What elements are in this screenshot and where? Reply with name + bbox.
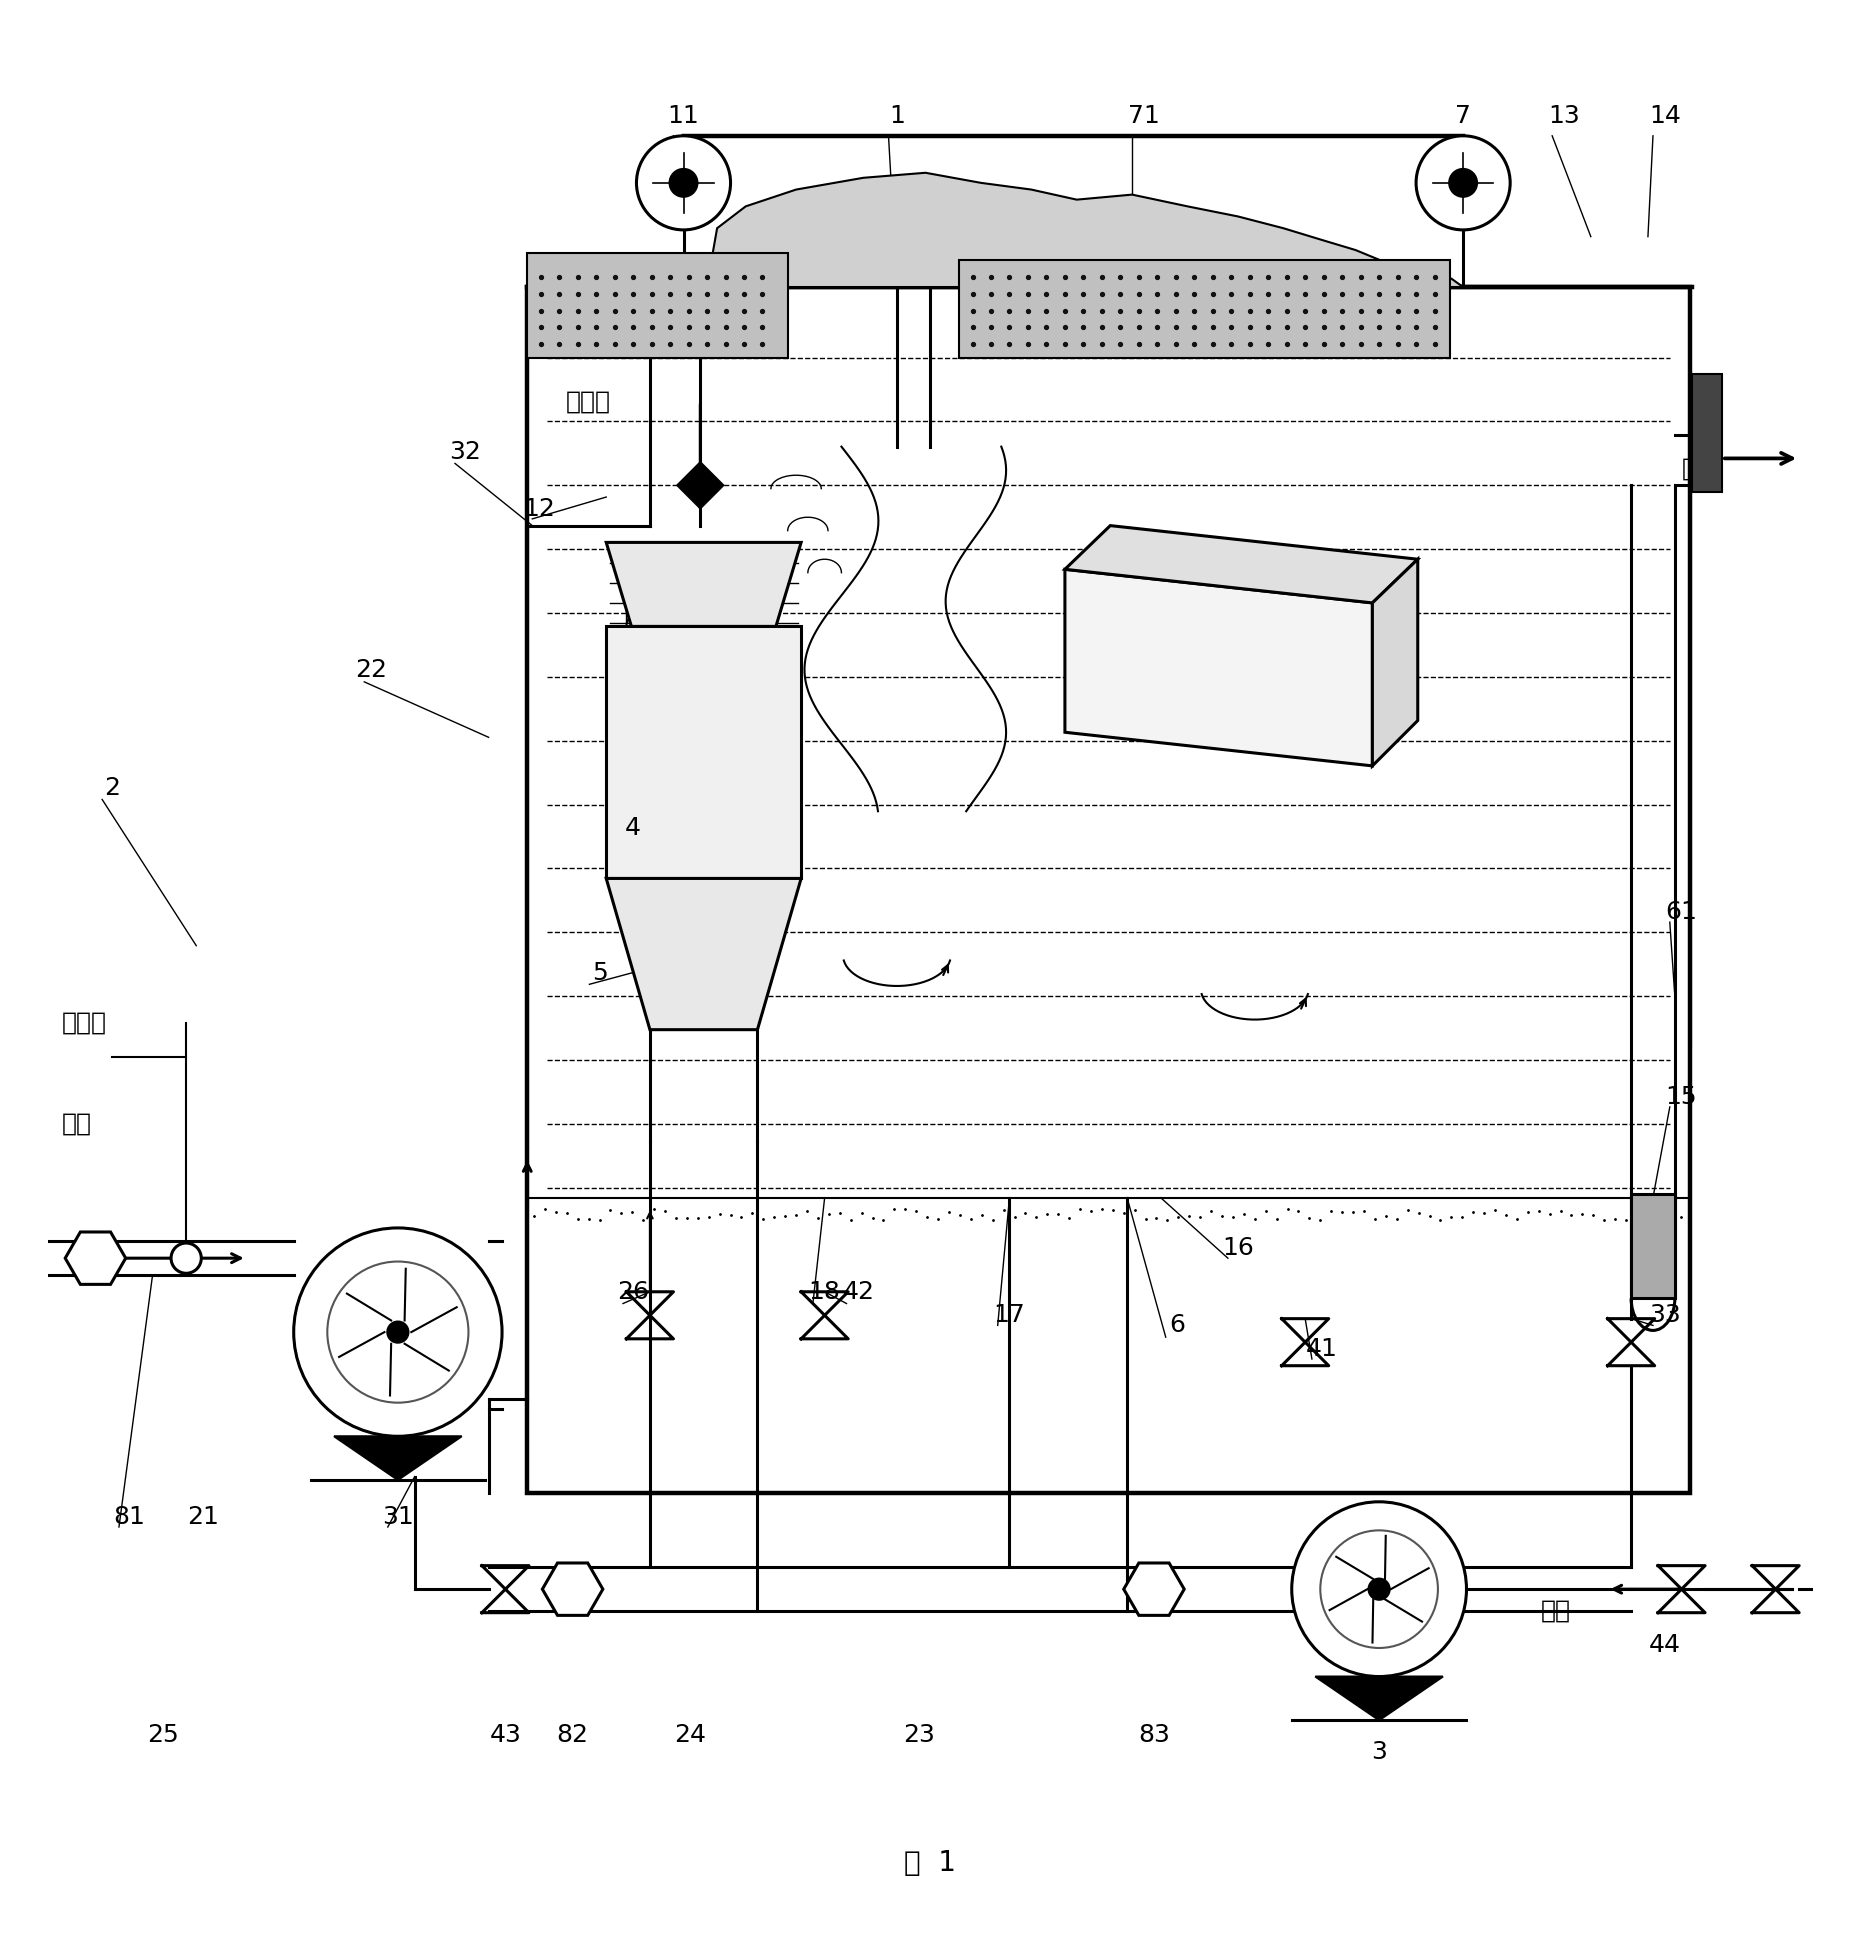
Polygon shape: [1124, 1563, 1184, 1616]
Polygon shape: [677, 462, 724, 509]
Text: 44: 44: [1649, 1633, 1680, 1656]
Polygon shape: [542, 1563, 603, 1616]
Bar: [1692, 373, 1721, 491]
Polygon shape: [65, 1233, 127, 1285]
Text: 42: 42: [843, 1279, 875, 1304]
Polygon shape: [1316, 1676, 1442, 1720]
Text: 17: 17: [994, 1304, 1025, 1327]
Text: 11: 11: [668, 104, 700, 128]
Text: 82: 82: [556, 1724, 588, 1747]
Circle shape: [1416, 135, 1509, 230]
Bar: [527, 286, 1690, 1494]
Polygon shape: [607, 878, 800, 1029]
Text: 12: 12: [523, 497, 555, 521]
Text: 图  1: 图 1: [904, 1850, 957, 1877]
Text: 24: 24: [674, 1724, 705, 1747]
Polygon shape: [1064, 526, 1418, 604]
Text: 絮凝剂: 絮凝剂: [61, 1010, 106, 1035]
Text: 5: 5: [592, 960, 607, 985]
Text: 助凝剂: 助凝剂: [566, 389, 610, 414]
Circle shape: [670, 170, 698, 195]
Text: 15: 15: [1666, 1086, 1697, 1109]
Text: 43: 43: [489, 1724, 521, 1747]
Text: 1: 1: [890, 104, 904, 128]
Text: 41: 41: [1306, 1337, 1338, 1360]
Bar: [607, 627, 800, 878]
Text: 26: 26: [618, 1279, 649, 1304]
Text: 61: 61: [1666, 900, 1697, 925]
Circle shape: [1450, 170, 1476, 195]
Text: 23: 23: [903, 1724, 934, 1747]
Circle shape: [294, 1229, 502, 1436]
Text: 32: 32: [449, 439, 480, 464]
Circle shape: [387, 1322, 408, 1343]
Text: 13: 13: [1548, 104, 1580, 128]
Text: 进水: 进水: [61, 1113, 91, 1136]
Text: 21: 21: [188, 1505, 220, 1529]
Circle shape: [636, 135, 731, 230]
Bar: [1630, 1194, 1675, 1298]
Text: 3: 3: [1372, 1740, 1386, 1765]
Text: 6: 6: [1169, 1314, 1185, 1337]
Text: 2: 2: [104, 776, 121, 799]
Circle shape: [1292, 1502, 1466, 1676]
Text: 7: 7: [1455, 104, 1470, 128]
Text: 83: 83: [1139, 1724, 1171, 1747]
Text: 71: 71: [1128, 104, 1159, 128]
Text: 31: 31: [382, 1505, 413, 1529]
Polygon shape: [607, 542, 800, 627]
Circle shape: [1370, 1579, 1388, 1598]
Text: 22: 22: [355, 658, 387, 683]
Text: 25: 25: [147, 1724, 179, 1747]
Text: 4: 4: [625, 817, 640, 840]
Text: 出水: 出水: [1682, 457, 1712, 480]
Polygon shape: [713, 172, 1463, 286]
Text: 18: 18: [810, 1279, 841, 1304]
Text: 33: 33: [1649, 1304, 1680, 1327]
Text: 16: 16: [1223, 1236, 1254, 1260]
Circle shape: [171, 1242, 201, 1273]
Text: 14: 14: [1649, 104, 1680, 128]
Text: 81: 81: [114, 1505, 145, 1529]
Text: 空气: 空气: [1541, 1598, 1571, 1623]
Bar: [527, 253, 787, 358]
Bar: [958, 259, 1450, 358]
Polygon shape: [333, 1436, 462, 1480]
Polygon shape: [1372, 559, 1418, 766]
Polygon shape: [1064, 569, 1372, 766]
